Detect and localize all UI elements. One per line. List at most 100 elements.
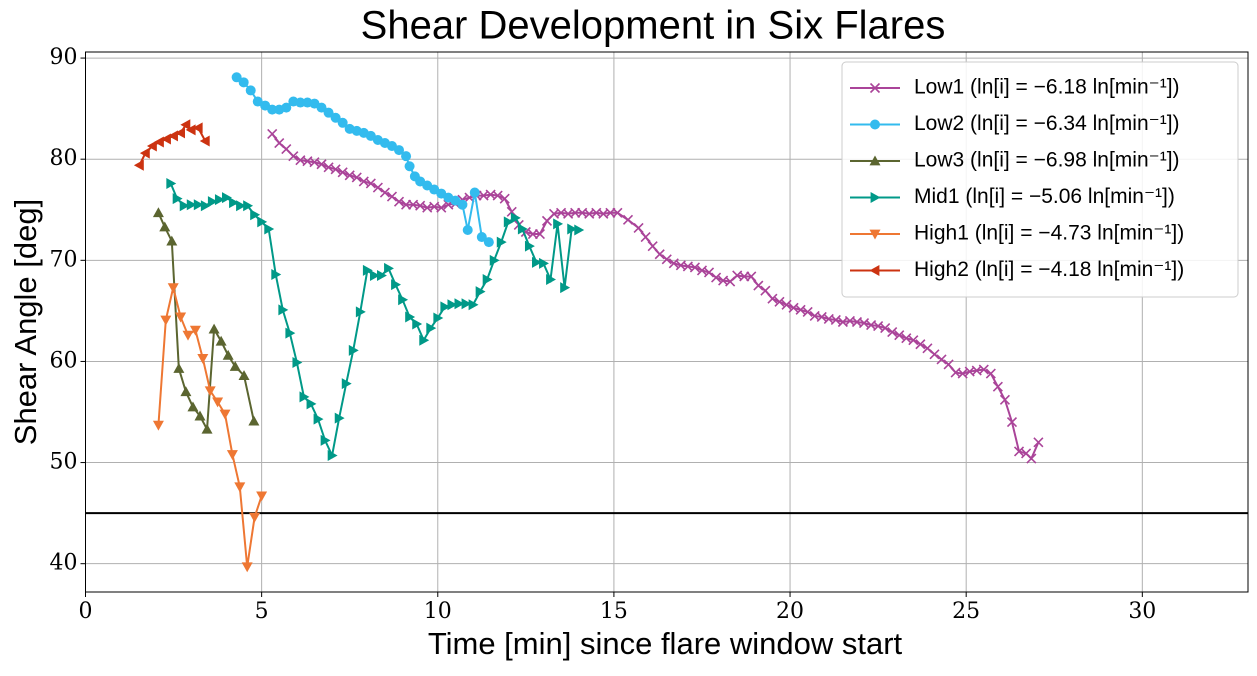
marker (182, 330, 194, 341)
marker (870, 192, 881, 203)
marker (358, 176, 369, 187)
marker (212, 397, 224, 408)
marker (802, 306, 813, 317)
legend: Low1 (ln[i] = −6.18 ln[min⁻¹]) Low2 (ln[i… (841, 61, 1239, 298)
marker (249, 512, 261, 523)
marker (222, 192, 232, 204)
marker (175, 127, 186, 139)
marker (337, 167, 348, 178)
marker (309, 157, 320, 168)
y-tick-label: 50 (50, 450, 78, 475)
marker (654, 249, 665, 260)
marker (133, 159, 144, 171)
marker (781, 299, 792, 310)
marker (207, 196, 218, 208)
marker (869, 82, 881, 94)
plot-frame (85, 51, 1249, 593)
marker (236, 200, 246, 212)
marker (285, 327, 296, 339)
marker (271, 268, 282, 280)
marker (532, 256, 542, 268)
marker (362, 264, 373, 276)
marker (327, 449, 338, 461)
marker (292, 356, 303, 368)
marker (503, 216, 514, 228)
marker (774, 296, 785, 307)
marker (517, 223, 528, 235)
marker (180, 119, 191, 131)
y-tick-label: 70 (50, 247, 78, 272)
marker (172, 193, 183, 205)
marker (398, 294, 409, 306)
marker (647, 241, 658, 252)
marker (238, 77, 249, 88)
marker (869, 265, 880, 276)
marker (194, 410, 206, 421)
marker (160, 315, 172, 326)
marker (426, 322, 437, 334)
legend-label: High1 (ln[i] = −4.73 ln[min⁻¹]) (914, 222, 1184, 245)
marker (323, 162, 334, 173)
marker (226, 450, 238, 460)
marker (475, 286, 486, 298)
marker (454, 298, 465, 310)
marker (401, 151, 412, 162)
marker (372, 182, 383, 193)
marker (534, 228, 545, 240)
legend-label: Low1 (ln[i] = −6.18 ln[min⁻¹]) (914, 76, 1180, 99)
marker (139, 147, 150, 159)
marker (153, 136, 164, 148)
marker (267, 128, 278, 139)
marker (869, 229, 881, 240)
marker (330, 112, 341, 123)
marker (252, 96, 263, 107)
x-tick-label: 30 (1128, 599, 1156, 624)
marker (574, 224, 585, 236)
marker (887, 327, 898, 338)
marker (943, 359, 954, 370)
marker (379, 187, 390, 198)
marker (462, 224, 473, 235)
marker (978, 364, 989, 375)
marker (468, 299, 479, 311)
marker (369, 269, 380, 281)
marker (229, 360, 241, 371)
marker (436, 202, 447, 213)
marker (278, 304, 289, 316)
marker (880, 323, 891, 334)
marker (703, 267, 715, 278)
marker (404, 161, 415, 172)
marker (915, 339, 926, 350)
x-tick-label: 25 (952, 599, 980, 624)
marker (957, 368, 968, 379)
marker (199, 135, 210, 147)
marker (985, 368, 996, 379)
marker (405, 311, 416, 323)
marker (229, 197, 239, 209)
marker (1013, 446, 1025, 457)
marker (908, 335, 919, 346)
marker (219, 409, 231, 420)
marker (313, 413, 324, 425)
marker (161, 133, 171, 145)
marker (415, 200, 426, 211)
marker (365, 178, 376, 189)
marker (1006, 417, 1018, 428)
marker (668, 258, 679, 269)
marker (661, 254, 672, 265)
y-tick-label: 90 (50, 45, 78, 70)
marker (640, 231, 651, 243)
marker (200, 200, 211, 212)
marker (323, 107, 334, 118)
x-tick-label: 15 (600, 599, 628, 624)
marker (696, 265, 708, 276)
marker (306, 398, 317, 410)
marker (355, 306, 366, 318)
marker (186, 199, 197, 211)
marker (222, 349, 234, 360)
marker (334, 412, 345, 424)
marker (795, 304, 806, 315)
marker (234, 482, 246, 493)
marker (204, 386, 216, 397)
marker (377, 269, 387, 281)
